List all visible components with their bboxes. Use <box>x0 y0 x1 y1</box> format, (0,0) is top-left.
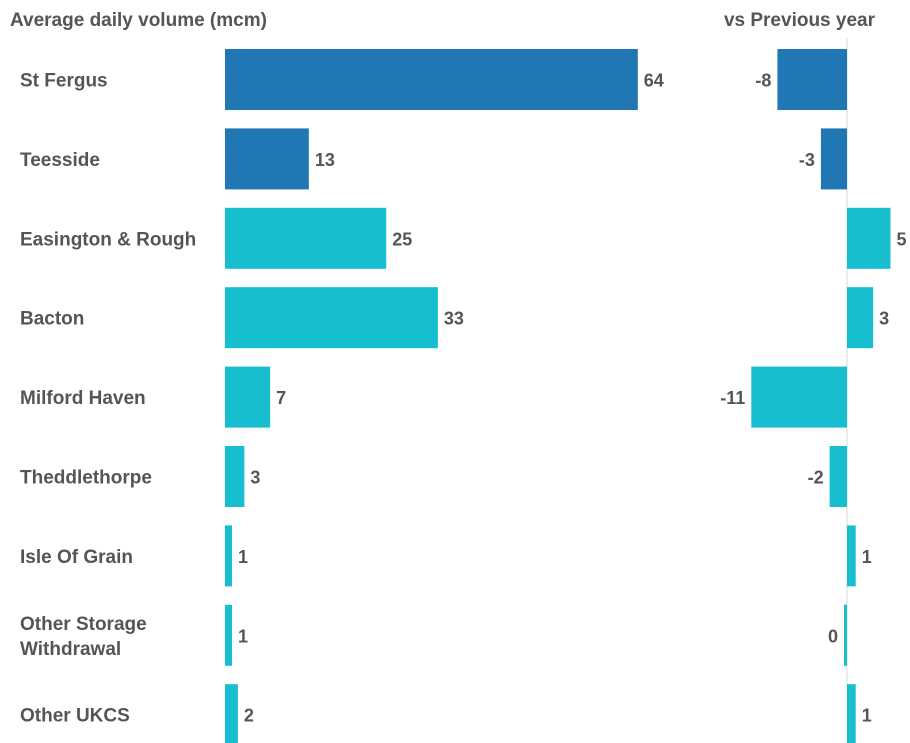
volume-value-label: 13 <box>315 150 335 170</box>
change-bars: -8 -3 5 3 -11 -2 1 0 1 <box>720 49 907 743</box>
volume-value-label: 25 <box>392 229 412 249</box>
change-bar <box>847 684 856 743</box>
change-value-label: -3 <box>799 150 815 170</box>
category-labels: St Fergus Teesside Easington & Rough Bacton… <box>20 71 196 727</box>
change-bar <box>751 366 847 428</box>
category-label: Isle Of Grain <box>20 547 133 568</box>
volume-bar <box>225 604 232 666</box>
change-bar <box>847 207 891 269</box>
change-bar <box>847 525 856 587</box>
volume-value-label: 64 <box>644 71 664 91</box>
category-label: Milford Haven <box>20 388 146 409</box>
volume-bar <box>225 128 309 190</box>
category-label: Other UKCS <box>20 706 130 727</box>
change-value-label: 1 <box>862 547 872 567</box>
change-value-label: 0 <box>828 626 838 646</box>
change-value-label: 3 <box>879 309 889 329</box>
volume-value-label: 1 <box>238 547 248 567</box>
category-label: Bacton <box>20 309 84 330</box>
category-label: Theddlethorpe <box>20 468 152 489</box>
change-bar <box>829 446 847 507</box>
volume-bar <box>225 287 438 349</box>
change-value-label: 1 <box>862 706 872 726</box>
volume-bar <box>225 525 232 587</box>
left-chart-title: Average daily volume (mcm) <box>10 10 267 31</box>
volume-value-label: 33 <box>444 309 464 329</box>
category-label: Other Storage Withdrawal <box>20 614 147 660</box>
volume-bars: 64 13 25 33 7 3 1 1 2 <box>225 49 664 743</box>
change-bar <box>820 128 847 190</box>
volume-value-label: 7 <box>276 388 286 408</box>
change-bar <box>844 604 847 666</box>
right-chart-title: vs Previous year <box>724 10 876 31</box>
category-label: St Fergus <box>20 71 108 92</box>
change-value-label: -11 <box>720 388 745 408</box>
volume-bar <box>225 446 245 507</box>
change-value-label: -2 <box>808 468 824 488</box>
volume-value-label: 1 <box>238 626 248 646</box>
change-bar <box>777 49 847 110</box>
volume-bar <box>225 207 387 269</box>
change-value-label: -8 <box>755 71 771 91</box>
category-label: Teesside <box>20 150 100 171</box>
volume-bar <box>225 49 638 110</box>
change-value-label: 5 <box>897 229 907 249</box>
volume-bar <box>225 684 238 743</box>
change-bar <box>847 287 874 349</box>
volume-bar <box>225 366 271 428</box>
volume-value-label: 3 <box>250 468 260 488</box>
volume-value-label: 2 <box>244 706 254 726</box>
category-label: Easington & Rough <box>20 229 196 250</box>
